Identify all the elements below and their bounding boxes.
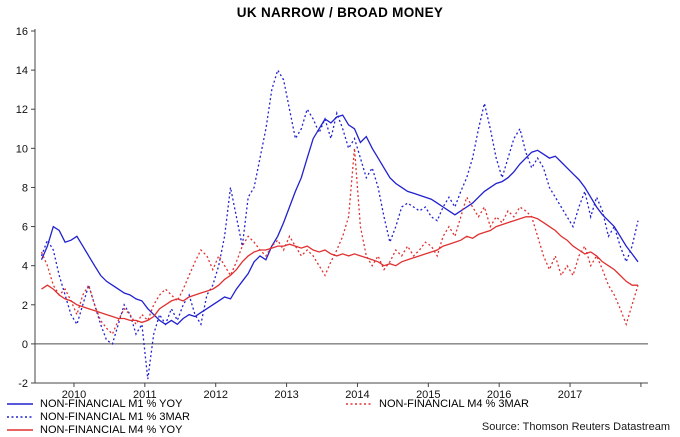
legend-label-m4-yoy: NON-FINANCIAL M4 % YOY (40, 424, 183, 436)
legend-line-m1-yoy-icon (7, 403, 33, 405)
series-line-2 (41, 216, 638, 324)
y-tick-label: 8 (22, 182, 28, 194)
legend-label-m4-3mar: NON-FINANCIAL M4 % 3MAR (379, 398, 529, 410)
legend-line-m1-3mar-icon (7, 416, 33, 418)
x-tick-label: 2015 (416, 389, 440, 400)
y-tick-label: 14 (16, 65, 28, 77)
x-tick-label: 2016 (487, 389, 511, 400)
x-tick-label: 2011 (133, 389, 157, 400)
legend-item-m1-yoy: NON-FINANCIAL M1 % YOY (6, 398, 182, 410)
legend-item-m1-3mar: NON-FINANCIAL M1 % 3MAR (6, 411, 190, 423)
y-tick-label: 4 (22, 261, 28, 273)
series-line-0 (40, 114, 639, 326)
series-line-3 (40, 148, 639, 336)
legend-label-m1-yoy: NON-FINANCIAL M1 % YOY (40, 398, 183, 410)
x-tick-label: 2013 (274, 389, 298, 400)
x-tick-label: 2012 (203, 389, 227, 400)
y-tick-label: 10 (16, 143, 28, 155)
y-tick-label: 12 (16, 104, 28, 116)
legend-item-m4-yoy: NON-FINANCIAL M4 % YOY (6, 424, 182, 436)
plot-area: -2 0 2 4 6 8 10 12 14 16 2010 2011 2012 2013 2014 2015 2… (16, 26, 648, 400)
chart-title: UK NARROW / BROAD MONEY (236, 5, 444, 20)
legend-line-m4-3mar-icon (346, 403, 372, 405)
y-tick-label: 6 (22, 222, 28, 234)
x-tick-label: 2014 (345, 389, 369, 400)
legend-label-m1-3mar: NON-FINANCIAL M1 % 3MAR (40, 411, 190, 423)
series-line-1 (40, 68, 639, 380)
y-tick-label: 2 (22, 300, 28, 312)
legend-line-m4-yoy-icon (7, 429, 33, 431)
x-tick-label: 2010 (62, 389, 86, 400)
y-tick-label: -2 (18, 378, 28, 390)
x-tick-label: 2017 (558, 389, 582, 400)
source-text: Source: Thomson Reuters Datastream (481, 421, 670, 433)
y-tick-label: 0 (22, 339, 28, 351)
legend-item-m4-3mar: NON-FINANCIAL M4 % 3MAR (345, 398, 529, 410)
y-tick-label: 16 (16, 26, 28, 38)
